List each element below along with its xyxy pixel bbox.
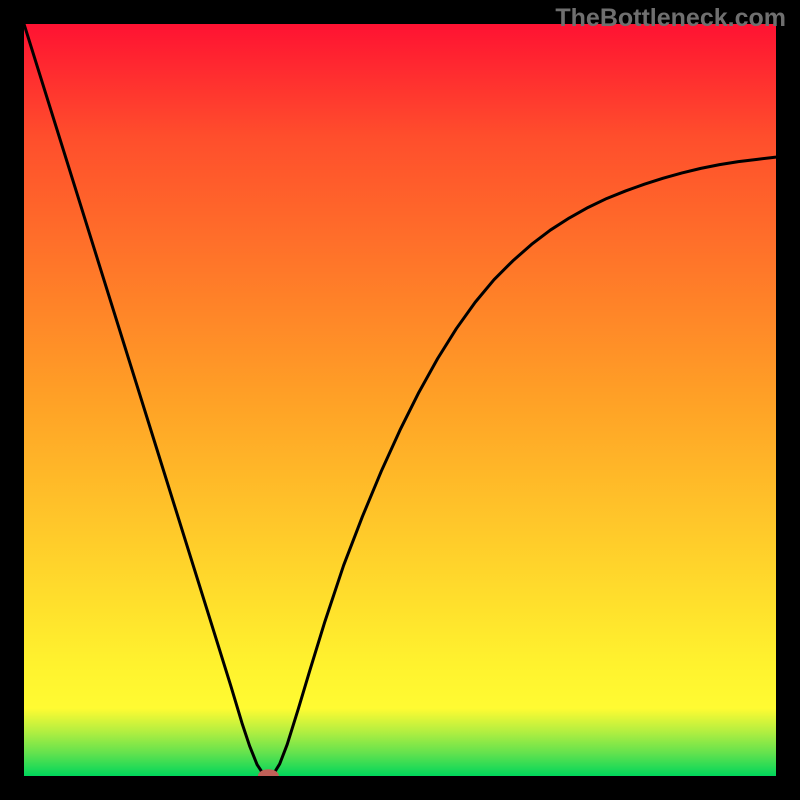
plot-area [24,24,776,776]
gradient-plot [24,24,776,776]
chart-frame [0,0,800,800]
watermark-text: TheBottleneck.com [555,4,786,33]
gradient-background [24,24,776,776]
